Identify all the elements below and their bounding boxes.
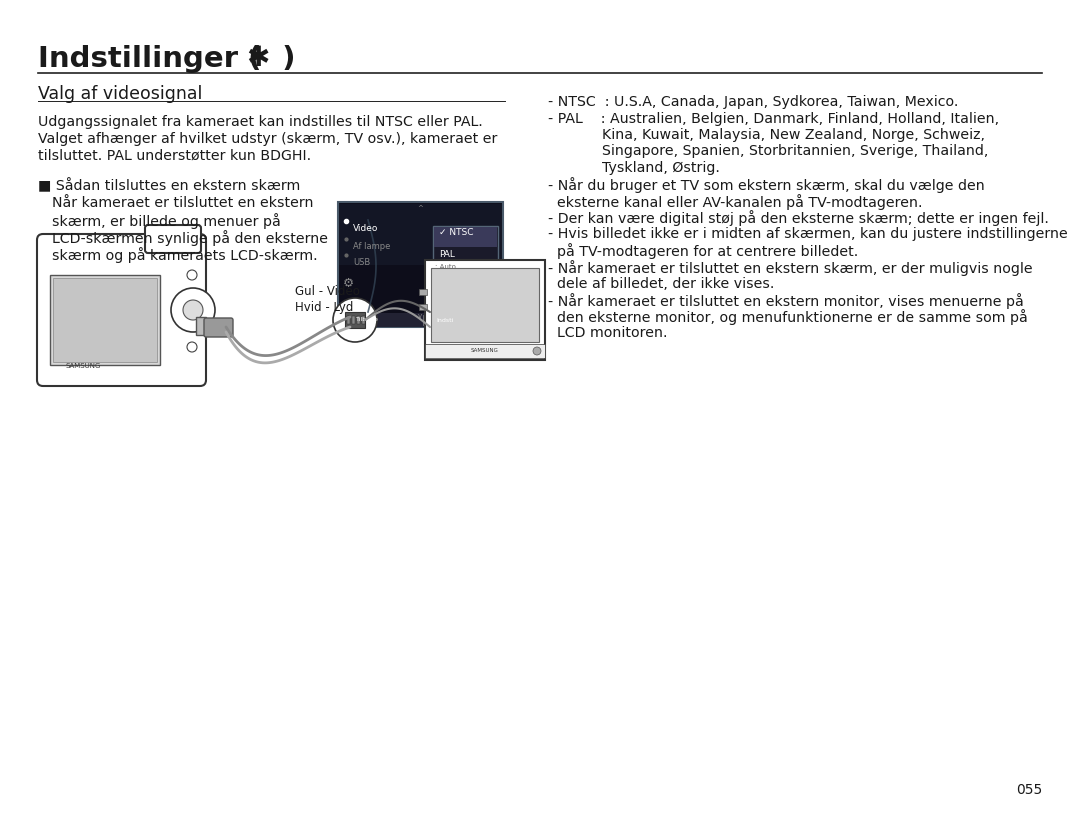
FancyBboxPatch shape bbox=[37, 234, 206, 386]
Text: - Når kameraet er tilsluttet en ekstern monitor, vises menuerne på: - Når kameraet er tilsluttet en ekstern … bbox=[548, 293, 1024, 309]
Circle shape bbox=[187, 342, 197, 352]
Text: SAMSUNG: SAMSUNG bbox=[66, 363, 102, 369]
Text: - Når du bruger et TV som ekstern skærm, skal du vælge den: - Når du bruger et TV som ekstern skærm,… bbox=[548, 178, 985, 193]
Bar bbox=[338, 313, 503, 327]
Bar bbox=[419, 304, 427, 310]
Text: Indsti: Indsti bbox=[436, 318, 454, 323]
Text: skærm, er billede og menuer på: skærm, er billede og menuer på bbox=[52, 213, 281, 229]
Text: USB: USB bbox=[353, 258, 370, 267]
Bar bbox=[419, 289, 427, 295]
Text: ⚙: ⚙ bbox=[343, 277, 354, 290]
Text: eksterne kanal eller AV-kanalen på TV-modtageren.: eksterne kanal eller AV-kanalen på TV-mo… bbox=[548, 194, 922, 210]
Text: på TV-modtageren for at centrere billedet.: på TV-modtageren for at centrere billede… bbox=[548, 244, 859, 259]
Bar bbox=[53, 278, 157, 362]
Circle shape bbox=[333, 298, 377, 342]
Bar bbox=[362, 316, 365, 324]
Text: SAMSUNG: SAMSUNG bbox=[471, 349, 499, 354]
Bar bbox=[431, 268, 539, 342]
Text: Valget afhænger af hvilket udstyr (skærm, TV osv.), kameraet er: Valget afhænger af hvilket udstyr (skærm… bbox=[38, 132, 498, 146]
Bar bbox=[50, 275, 160, 365]
Bar bbox=[195, 317, 206, 335]
Text: - NTSC  : U.S.A, Canada, Japan, Sydkorea, Taiwan, Mexico.: - NTSC : U.S.A, Canada, Japan, Sydkorea,… bbox=[548, 95, 958, 109]
Text: Kina, Kuwait, Malaysia, New Zealand, Norge, Schweiz,: Kina, Kuwait, Malaysia, New Zealand, Nor… bbox=[548, 128, 985, 142]
Bar bbox=[357, 316, 360, 324]
Circle shape bbox=[534, 347, 541, 355]
Circle shape bbox=[183, 300, 203, 320]
Bar bbox=[352, 316, 355, 324]
Circle shape bbox=[187, 270, 197, 280]
Bar bbox=[341, 315, 353, 325]
Bar bbox=[434, 227, 497, 247]
Text: Tilbage: Tilbage bbox=[356, 318, 379, 323]
Text: v: v bbox=[418, 313, 422, 319]
Text: Gul - Video: Gul - Video bbox=[295, 285, 360, 298]
Text: LCD-skærmen synlige på den eksterne: LCD-skærmen synlige på den eksterne bbox=[52, 230, 328, 246]
Text: Indstillinger (: Indstillinger ( bbox=[38, 45, 261, 73]
Text: dele af billedet, der ikke vises.: dele af billedet, der ikke vises. bbox=[548, 276, 774, 290]
Text: tilsluttet. PAL understøtter kun BDGHI.: tilsluttet. PAL understøtter kun BDGHI. bbox=[38, 149, 311, 163]
FancyBboxPatch shape bbox=[338, 202, 503, 327]
Text: ^: ^ bbox=[417, 205, 423, 211]
Text: Video: Video bbox=[353, 224, 378, 233]
Text: ✱: ✱ bbox=[246, 44, 269, 72]
Text: - Når kameraet er tilsluttet en ekstern skærm, er der muligvis nogle: - Når kameraet er tilsluttet en ekstern … bbox=[548, 260, 1032, 276]
Text: LCD monitoren.: LCD monitoren. bbox=[548, 326, 667, 340]
Text: : Auto: : Auto bbox=[435, 264, 456, 270]
Circle shape bbox=[171, 288, 215, 332]
Text: Udgangssignalet fra kameraet kan indstilles til NTSC eller PAL.: Udgangssignalet fra kameraet kan indstil… bbox=[38, 115, 483, 129]
Text: Valg af videosignal: Valg af videosignal bbox=[38, 85, 202, 103]
Text: ): ) bbox=[272, 45, 296, 73]
Text: den eksterne monitor, og menufunktionerne er de samme som på: den eksterne monitor, og menufunktionern… bbox=[548, 310, 1028, 325]
Bar bbox=[426, 344, 545, 358]
Text: - Hvis billedet ikke er i midten af skærmen, kan du justere indstillingerne: - Hvis billedet ikke er i midten af skær… bbox=[548, 227, 1068, 241]
Text: ✓ NTSC: ✓ NTSC bbox=[438, 228, 473, 237]
Text: Tyskland, Østrig.: Tyskland, Østrig. bbox=[548, 161, 720, 175]
Bar bbox=[345, 312, 365, 328]
Bar bbox=[423, 315, 433, 325]
Text: Singapore, Spanien, Storbritannien, Sverige, Thailand,: Singapore, Spanien, Storbritannien, Sver… bbox=[548, 144, 988, 158]
Text: - PAL    : Australien, Belgien, Danmark, Finland, Holland, Italien,: - PAL : Australien, Belgien, Danmark, Fi… bbox=[548, 112, 999, 126]
Text: PAL: PAL bbox=[438, 250, 455, 259]
Text: - Der kan være digital støj på den eksterne skærm; dette er ingen fejl.: - Der kan være digital støj på den ekste… bbox=[548, 210, 1049, 227]
Text: Af lampe: Af lampe bbox=[353, 242, 390, 251]
FancyBboxPatch shape bbox=[204, 318, 233, 337]
Text: 055: 055 bbox=[1016, 783, 1042, 797]
Text: ■ Sådan tilsluttes en ekstern skærm: ■ Sådan tilsluttes en ekstern skærm bbox=[38, 179, 300, 194]
Bar bbox=[426, 260, 545, 360]
Bar bbox=[347, 316, 350, 324]
Bar bbox=[433, 226, 498, 274]
Text: skærm og på kameraets LCD-skærm.: skærm og på kameraets LCD-skærm. bbox=[52, 247, 318, 263]
FancyBboxPatch shape bbox=[145, 225, 201, 253]
Text: Når kameraet er tilsluttet en ekstern: Når kameraet er tilsluttet en ekstern bbox=[52, 196, 313, 210]
Bar bbox=[339, 204, 502, 265]
Text: Hvid - Lyd: Hvid - Lyd bbox=[295, 301, 353, 314]
